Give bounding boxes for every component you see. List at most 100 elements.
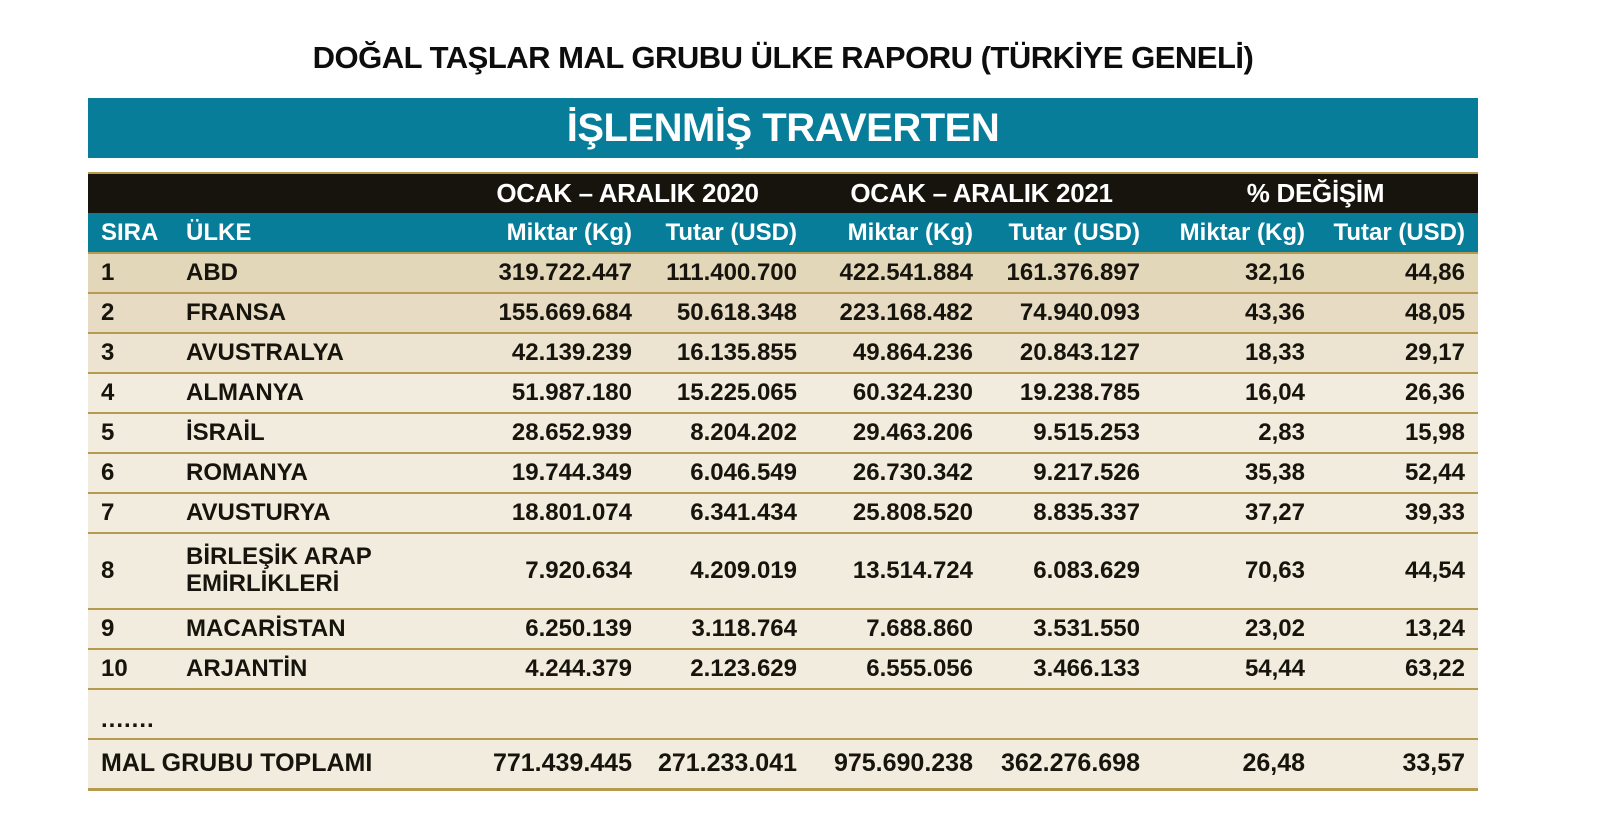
amount-2020-cell: 50.618.348	[676, 299, 797, 326]
amount-change-cell: 26,36	[1404, 379, 1465, 406]
rank-cell: 8	[101, 557, 115, 584]
country-cell: MACARİSTAN	[186, 614, 346, 642]
period-header-change: % DEĞİŞİM	[1246, 178, 1385, 208]
qty-2020-cell: 155.669.684	[498, 299, 632, 326]
qty-2020-cell: 7.920.634	[525, 557, 632, 584]
qty-change-cell: 2,83	[1258, 419, 1305, 446]
amount-2020-cell: 111.400.700	[666, 259, 797, 286]
rank-cell: 4	[101, 379, 115, 406]
qty-2020-cell: 319.722.447	[498, 259, 632, 286]
col-header-qty-2021: Miktar (Kg)	[847, 218, 973, 246]
table-row: 5 İSRAİL 28.652.939 8.204.202 29.463.206…	[88, 413, 1478, 453]
amount-2021-cell: 9.217.526	[1033, 459, 1140, 486]
qty-2021-cell: 29.463.206	[852, 419, 973, 446]
rank-cell: 10	[101, 655, 128, 682]
ellipsis-row: .......	[88, 689, 1478, 739]
amount-change-cell: 44,54	[1404, 557, 1465, 584]
qty-2020-cell: 18.801.074	[511, 499, 632, 526]
qty-2020-cell: 4.244.379	[525, 655, 632, 682]
period-header-2021: OCAK – ARALIK 2021	[850, 178, 1113, 208]
amount-2021-cell: 8.835.337	[1033, 499, 1140, 526]
qty-2021-cell: 25.808.520	[852, 499, 973, 526]
qty-2020-cell: 28.652.939	[511, 419, 632, 446]
rank-cell: 3	[101, 339, 115, 366]
qty-2020-cell: 6.250.139	[525, 615, 632, 642]
total-amount-2021: 362.276.698	[1000, 749, 1140, 778]
rank-cell: 1	[101, 259, 115, 286]
rank-cell: 6	[101, 459, 115, 486]
country-cell: FRANSA	[186, 298, 286, 326]
qty-2020-cell: 51.987.180	[511, 379, 632, 406]
amount-2020-cell: 16.135.855	[676, 339, 797, 366]
rank-cell: 5	[101, 419, 115, 446]
col-header-country: ÜLKE	[186, 218, 252, 246]
amount-change-cell: 29,17	[1404, 339, 1465, 366]
qty-2021-cell: 422.541.884	[839, 259, 973, 286]
country-cell: ARJANTİN	[186, 654, 308, 682]
period-header-spacer	[88, 173, 445, 213]
col-header-qty-change: Miktar (Kg)	[1179, 218, 1305, 246]
product-banner: İŞLENMİŞ TRAVERTEN	[88, 98, 1478, 158]
amount-2021-cell: 161.376.897	[1006, 259, 1140, 286]
ellipsis-filler	[445, 689, 1478, 739]
qty-2020-cell: 19.744.349	[511, 459, 632, 486]
amount-2020-cell: 2.123.629	[690, 655, 797, 682]
qty-change-cell: 43,36	[1244, 299, 1305, 326]
table-row: 8 BİRLEŞİK ARAP EMİRLİKLERİ 7.920.634 4.…	[88, 533, 1478, 609]
country-cell: BİRLEŞİK ARAP EMİRLİKLERİ	[186, 543, 372, 597]
country-cell: ALMANYA	[186, 378, 304, 406]
amount-2021-cell: 3.466.133	[1033, 655, 1140, 682]
qty-change-cell: 54,44	[1244, 655, 1305, 682]
amount-2021-cell: 19.238.785	[1019, 379, 1140, 406]
report-container: DOĞAL TAŞLAR MAL GRUBU ÜLKE RAPORU (TÜRK…	[88, 0, 1478, 791]
total-row: MAL GRUBU TOPLAMI 771.439.445 271.233.04…	[88, 739, 1478, 789]
amount-2020-cell: 3.118.764	[691, 615, 797, 642]
qty-2021-cell: 6.555.056	[866, 655, 973, 682]
amount-2021-cell: 9.515.253	[1033, 419, 1140, 446]
qty-change-cell: 16,04	[1244, 379, 1305, 406]
amount-2021-cell: 3.531.550	[1033, 615, 1140, 642]
amount-2020-cell: 6.341.434	[690, 499, 797, 526]
amount-2021-cell: 6.083.629	[1033, 557, 1140, 584]
total-qty-change: 26,48	[1242, 749, 1305, 778]
total-qty-2020: 771.439.445	[492, 749, 632, 778]
qty-2021-cell: 26.730.342	[852, 459, 973, 486]
total-qty-2021: 975.690.238	[833, 749, 973, 778]
country-cell: ABD	[186, 258, 238, 286]
country-report-table: OCAK – ARALIK 2020 OCAK – ARALIK 2021 % …	[88, 172, 1478, 791]
total-label: MAL GRUBU TOPLAMI	[101, 749, 373, 778]
country-cell: ROMANYA	[186, 458, 308, 486]
country-cell: İSRAİL	[186, 418, 265, 446]
table-row: 7 AVUSTURYA 18.801.074 6.341.434 25.808.…	[88, 493, 1478, 533]
amount-2020-cell: 4.209.019	[690, 557, 797, 584]
period-header-row: OCAK – ARALIK 2020 OCAK – ARALIK 2021 % …	[88, 173, 1478, 213]
table-row: 6 ROMANYA 19.744.349 6.046.549 26.730.34…	[88, 453, 1478, 493]
table-row: 9 MACARİSTAN 6.250.139 3.118.764 7.688.8…	[88, 609, 1478, 649]
ellipsis-cell: .......	[101, 706, 155, 733]
qty-change-cell: 32,16	[1244, 259, 1305, 286]
amount-change-cell: 48,05	[1404, 299, 1465, 326]
column-header-row: SIRA ÜLKE Miktar (Kg) Tutar (USD) Miktar…	[88, 213, 1478, 253]
page-title: DOĞAL TAŞLAR MAL GRUBU ÜLKE RAPORU (TÜRK…	[312, 40, 1254, 75]
country-cell: AVUSTURYA	[186, 498, 331, 526]
qty-change-cell: 18,33	[1244, 339, 1305, 366]
col-header-amount-2021: Tutar (USD)	[1008, 218, 1140, 246]
qty-2021-cell: 223.168.482	[839, 299, 973, 326]
amount-2021-cell: 20.843.127	[1019, 339, 1140, 366]
table-row: 10 ARJANTİN 4.244.379 2.123.629 6.555.05…	[88, 649, 1478, 689]
table-row: 1 ABD 319.722.447 111.400.700 422.541.88…	[88, 253, 1478, 293]
amount-change-cell: 13,24	[1404, 615, 1465, 642]
qty-2021-cell: 13.514.724	[852, 557, 973, 584]
table-row: 4 ALMANYA 51.987.180 15.225.065 60.324.2…	[88, 373, 1478, 413]
rank-cell: 2	[101, 299, 115, 326]
country-cell: AVUSTRALYA	[186, 338, 344, 366]
table-row: 2 FRANSA 155.669.684 50.618.348 223.168.…	[88, 293, 1478, 333]
col-header-qty-2020: Miktar (Kg)	[506, 218, 632, 246]
amount-change-cell: 15,98	[1404, 419, 1465, 446]
col-header-amount-change: Tutar (USD)	[1333, 218, 1465, 246]
table-row: 3 AVUSTRALYA 42.139.239 16.135.855 49.86…	[88, 333, 1478, 373]
amount-change-cell: 39,33	[1404, 499, 1465, 526]
qty-change-cell: 37,27	[1244, 499, 1305, 526]
qty-2021-cell: 49.864.236	[852, 339, 973, 366]
